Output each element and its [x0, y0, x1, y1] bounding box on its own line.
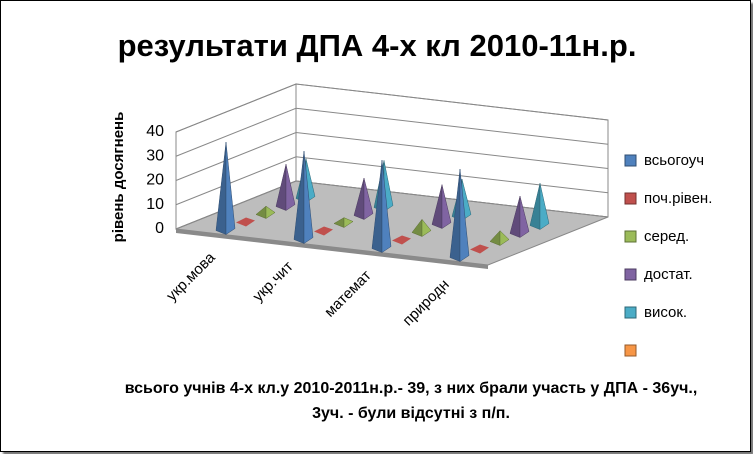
legend-label: всьогоуч [644, 152, 704, 169]
y-tick-label: 0 [155, 220, 164, 237]
pyramid [371, 160, 392, 253]
pyramid-face [225, 142, 236, 235]
pyramid-face [459, 169, 470, 262]
pyramid [431, 184, 452, 229]
pyramid [411, 218, 432, 237]
pyramid-base [314, 226, 333, 236]
pyramid-base [470, 244, 489, 254]
x-tick-label: укр.мова [163, 249, 219, 305]
pyramid [509, 196, 530, 238]
pyramid [255, 205, 276, 219]
pyramid-face [363, 178, 374, 220]
footnote: всього учнів 4-х кл.у 2010-2011н.р.- 39,… [124, 380, 698, 422]
legend-label: поч.рівен. [644, 190, 712, 207]
legend-swatch [624, 268, 637, 281]
pyramid [236, 217, 255, 227]
y-tick-label: 40 [146, 123, 164, 140]
y-tick-label: 30 [146, 147, 164, 164]
pyramid [275, 164, 296, 211]
chart-title: результати ДПА 4-х кл 2010-11н.р. [118, 28, 637, 63]
grid-line [175, 156, 609, 206]
pyramid-face [343, 217, 354, 228]
pyramid-base [392, 235, 411, 245]
pyramid [293, 151, 314, 244]
floor-front [176, 229, 488, 269]
pyramid [392, 235, 411, 245]
legend-swatch [624, 306, 637, 319]
grid-line [175, 131, 609, 181]
pyramid-face [519, 196, 530, 238]
pyramid-face [265, 205, 276, 219]
x-tick-label: укр.чит [250, 258, 297, 305]
grid-line [175, 107, 609, 157]
pyramid [314, 226, 333, 236]
legend-label: висок. [644, 304, 687, 321]
grid-line [175, 83, 609, 133]
pyramid-face [303, 151, 314, 244]
x-tick-label: природн [399, 276, 452, 329]
pyramid-base [236, 217, 255, 227]
pyramid [333, 217, 354, 228]
y-tick-label: 10 [146, 196, 164, 213]
pyramid-face [381, 160, 392, 253]
grid-line [175, 180, 609, 230]
pyramid [215, 142, 236, 235]
pyramid [470, 244, 489, 254]
pyramid-face [499, 230, 510, 246]
pyramid [489, 230, 510, 246]
legend-swatch [624, 192, 637, 205]
pyramid [353, 178, 374, 220]
pyramid-face [421, 218, 432, 237]
y-axis-title: рівень досягнень [110, 112, 127, 243]
legend-swatch [624, 154, 637, 167]
pyramid-face [539, 183, 550, 230]
legend-swatch [624, 344, 637, 357]
legend-swatch [624, 230, 637, 243]
x-tick-label: математ [321, 267, 375, 321]
pyramid [529, 183, 550, 230]
y-tick-label: 20 [146, 172, 164, 189]
legend-label: серед. [644, 228, 689, 245]
pyramid-face [441, 184, 452, 229]
pyramid-face [285, 164, 296, 211]
legend-label: достат. [644, 266, 693, 283]
pyramid [449, 169, 470, 262]
